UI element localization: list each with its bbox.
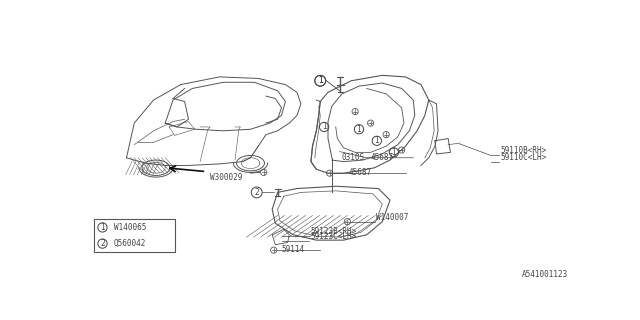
Text: 2: 2 (100, 239, 105, 248)
Text: 59114: 59114 (282, 245, 305, 254)
Text: 59110C<LH>: 59110C<LH> (500, 153, 547, 162)
Text: 1: 1 (356, 125, 362, 134)
Text: 1: 1 (392, 148, 396, 157)
Text: A541001123: A541001123 (522, 270, 568, 279)
Text: W140007: W140007 (376, 213, 408, 222)
Text: 1: 1 (100, 223, 105, 232)
Text: 1: 1 (374, 136, 379, 145)
Text: Q560042: Q560042 (114, 239, 147, 248)
Text: 1: 1 (322, 123, 326, 132)
Text: 0310S: 0310S (341, 153, 364, 162)
Text: 45687: 45687 (371, 153, 394, 162)
Text: 59110B<RH>: 59110B<RH> (500, 146, 547, 155)
Bar (94, 219, 175, 252)
Text: 59123B<RH>: 59123B<RH> (311, 227, 357, 236)
Text: W140065: W140065 (114, 222, 147, 232)
Text: 1: 1 (318, 76, 323, 85)
Text: 2: 2 (254, 188, 259, 197)
Text: 59123C<LH>: 59123C<LH> (311, 232, 357, 241)
Text: 45687: 45687 (349, 168, 372, 178)
Text: 1: 1 (318, 76, 323, 85)
Text: W300029: W300029 (210, 173, 243, 182)
